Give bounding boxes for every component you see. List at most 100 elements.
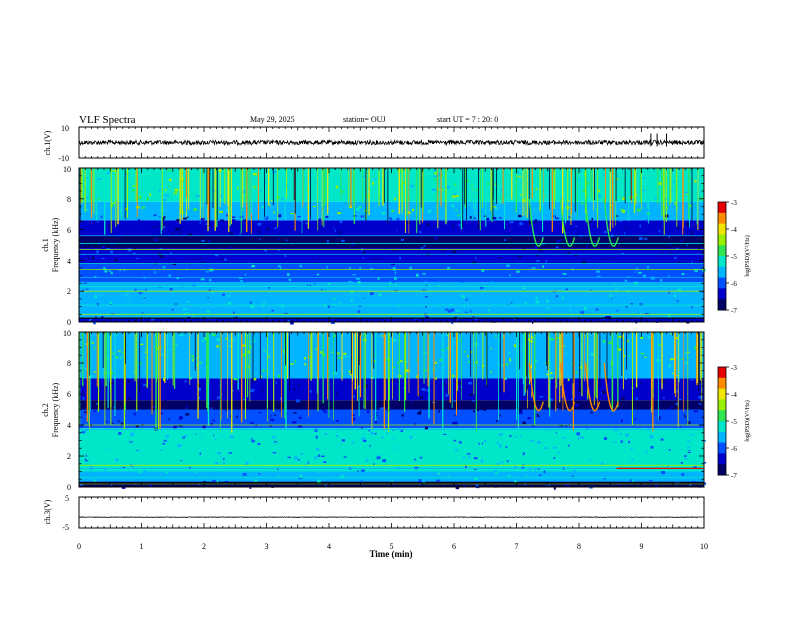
- spectrogram-cell: [143, 383, 147, 387]
- spectrogram-cell: [589, 221, 592, 223]
- spectrogram-cell: [465, 298, 468, 301]
- spectrogram-cell: [380, 224, 385, 227]
- spectrogram-cell: [278, 214, 282, 218]
- spectrogram-cell: [582, 260, 586, 264]
- spectrogram-cell: [297, 422, 300, 425]
- spectrogram-cell: [82, 396, 85, 400]
- waveform-panel-ch1: 10 -10 ch.1(V): [43, 124, 705, 163]
- spectrogram-cell: [333, 371, 338, 375]
- spectrogram-cell: [324, 432, 328, 436]
- spectrogram-cell: [381, 334, 383, 337]
- spectrogram-cell: [81, 431, 85, 434]
- spectrogram-cell: [362, 439, 367, 442]
- spectrogram-cell: [515, 171, 520, 174]
- spectrogram-cell: [687, 446, 690, 449]
- spectrogram-cell: [84, 209, 88, 212]
- spectrogram-cell: [165, 472, 169, 474]
- spectrogram-cell: [343, 352, 347, 355]
- spectrogram-cell: [499, 309, 502, 311]
- spectrogram-cell: [503, 239, 506, 242]
- spectrogram-cell: [331, 351, 333, 353]
- spectrogram-cell: [221, 258, 225, 260]
- spectrogram-cell: [482, 425, 485, 428]
- spectrogram-cell: [557, 451, 561, 454]
- spectrogram-cell: [220, 194, 223, 198]
- spectrogram-cell: [121, 352, 124, 354]
- spectrogram-cell: [242, 231, 244, 233]
- spectrogram-cell: [284, 254, 287, 257]
- spectrogram-cell: [535, 296, 538, 300]
- spectrogram-cell: [418, 273, 420, 275]
- spectrogram-cell: [680, 239, 683, 243]
- spectrogram-cell: [357, 310, 361, 313]
- spectrogram-cell: [631, 480, 634, 482]
- spectrogram-cell: [681, 273, 685, 275]
- colorbar-segment: [718, 288, 726, 300]
- spectrogram-cell: [172, 427, 177, 429]
- spectrogram-cell: [441, 189, 444, 191]
- spectrogram-cell: [601, 391, 606, 394]
- spectrogram-cell: [674, 294, 676, 298]
- spectrogram-cell: [415, 359, 418, 361]
- spectrogram-cell: [258, 473, 261, 475]
- spectrogram-cell: [302, 284, 306, 287]
- spectrogram-cell: [497, 441, 499, 445]
- y-tick-label: 4: [67, 257, 71, 266]
- spectrogram-cell: [153, 213, 156, 216]
- spectrogram-cell: [196, 442, 198, 445]
- spectrogram-cell: [502, 483, 505, 486]
- spectrogram-cell: [114, 481, 119, 483]
- spectrogram-cell: [279, 410, 281, 412]
- spectrogram-cell: [590, 353, 594, 356]
- spectrogram-cell: [546, 461, 551, 464]
- spectrogram-cell: [134, 247, 137, 250]
- spectrogram-cell: [600, 392, 603, 394]
- spectrogram-cell: [272, 452, 277, 454]
- spectrogram-cell: [124, 303, 127, 305]
- colorbar-segment: [718, 388, 726, 400]
- spectrogram-cell: [403, 387, 405, 389]
- spectrogram-cell: [393, 283, 398, 285]
- spectrogram-cell: [206, 311, 210, 313]
- spectrogram-cell: [132, 185, 135, 187]
- spectrogram-cell: [235, 316, 238, 319]
- spectrogram-cell: [120, 466, 122, 470]
- spectrogram-cell: [299, 264, 302, 268]
- spectrogram-cell: [672, 312, 676, 314]
- spectrogram-cell: [480, 407, 484, 411]
- spectrogram-cell: [627, 318, 632, 321]
- spectrogram-cell: [353, 417, 356, 421]
- spectrogram-cell: [685, 392, 689, 396]
- spectrogram-cell: [442, 308, 445, 310]
- spectrogram-cell: [475, 188, 478, 192]
- spectrogram-cell: [680, 461, 683, 464]
- spectrogram-cell: [553, 250, 556, 254]
- spectrogram-cell: [376, 456, 381, 460]
- station-label: station= OUJ: [343, 115, 386, 124]
- spectrogram-cell: [630, 448, 633, 450]
- spectrogram-cell: [160, 254, 164, 258]
- spectrogram-cell: [139, 362, 142, 365]
- spectrogram-cell: [170, 394, 174, 396]
- spectrogram-cell: [164, 443, 167, 447]
- spectrogram-cell: [373, 360, 376, 363]
- spectrogram-cell: [257, 222, 262, 226]
- spectrogram-cell: [468, 203, 471, 205]
- spectrogram-cell: [472, 400, 476, 402]
- spectrogram-cell: [629, 293, 634, 297]
- spectrogram-cell: [457, 382, 461, 384]
- spectrogram-cell: [265, 359, 267, 361]
- spectrogram-cell: [199, 361, 202, 365]
- spectrogram-cell: [694, 269, 698, 272]
- spectrogram-cell: [622, 293, 626, 295]
- spectrogram-cell: [409, 266, 413, 270]
- spectrogram-cell: [405, 369, 410, 373]
- spectrogram-cell: [562, 273, 567, 275]
- spectrogram-cell: [108, 225, 110, 228]
- spectrogram-cell: [195, 433, 197, 435]
- spectrogram-cell: [342, 354, 344, 358]
- spectrogram-cell: [552, 290, 557, 293]
- spectrogram-cell: [361, 191, 365, 194]
- spectrogram-band: [79, 248, 704, 264]
